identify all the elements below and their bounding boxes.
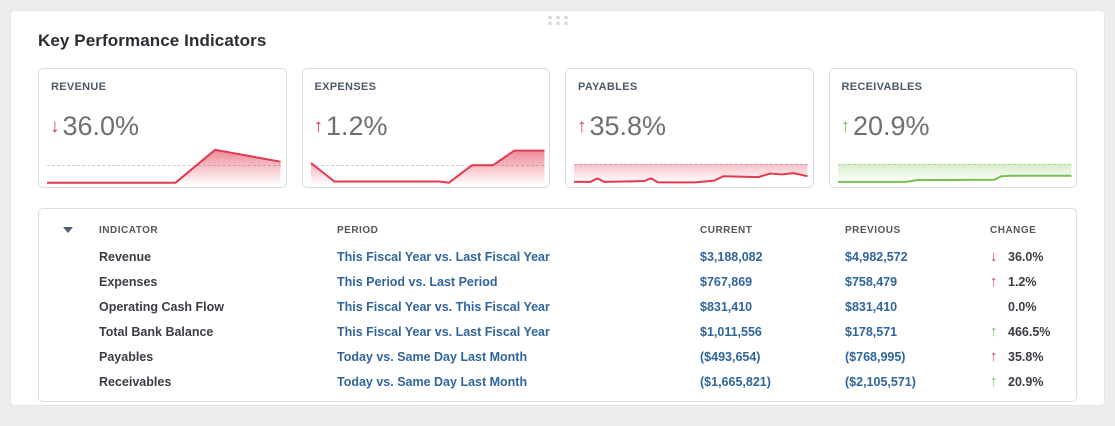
- kpi-percent: 36.0%: [62, 111, 140, 141]
- period-cell[interactable]: This Fiscal Year vs. This Fiscal Year: [337, 299, 550, 314]
- expenses-sparkline: [311, 141, 544, 185]
- column-header-period: PERIOD: [337, 224, 379, 236]
- kpi-percent: 1.2%: [326, 111, 388, 141]
- change-cell: ↑ 466.5%: [990, 324, 1076, 339]
- period-cell[interactable]: Today vs. Same Day Last Month: [337, 349, 528, 364]
- trend-up-icon: ↑: [577, 116, 587, 137]
- trend-up-icon: ↑: [990, 273, 998, 290]
- drag-handle-icon[interactable]: [548, 16, 567, 25]
- kpi-card-row: REVENUE ↓ 36.0% EXPENSES ↑ 1.2% PAYABLES…: [38, 68, 1077, 188]
- trend-down-icon: ↓: [50, 116, 60, 137]
- table-row-operating-cash-flow[interactable]: Operating Cash Flow This Fiscal Year vs.…: [39, 294, 1076, 319]
- kpi-percent: 20.9%: [853, 111, 930, 141]
- page-title: Key Performance Indicators: [38, 31, 267, 50]
- current-cell[interactable]: $831,410: [700, 299, 753, 314]
- kpi-widget: Key Performance Indicators REVENUE ↓ 36.…: [10, 10, 1105, 406]
- previous-cell[interactable]: $178,571: [845, 324, 898, 339]
- kpi-value: ↑ 1.2%: [314, 113, 388, 140]
- change-cell: ↑ 35.8%: [990, 349, 1076, 364]
- change-percent: 466.5%: [1008, 324, 1051, 339]
- table-row-payables[interactable]: Payables Today vs. Same Day Last Month (…: [39, 344, 1076, 369]
- revenue-sparkline: [47, 141, 281, 185]
- column-header-previous: PREVIOUS: [845, 224, 901, 236]
- current-cell[interactable]: ($493,654): [700, 349, 761, 364]
- kpi-card-payables[interactable]: PAYABLES ↑ 35.8%: [565, 68, 814, 188]
- kpi-label: PAYABLES: [578, 81, 638, 93]
- indicator-cell: Receivables: [99, 374, 172, 389]
- table-row-revenue[interactable]: Revenue This Fiscal Year vs. Last Fiscal…: [39, 244, 1076, 269]
- kpi-card-expenses[interactable]: EXPENSES ↑ 1.2%: [301, 68, 550, 188]
- change-percent: 1.2%: [1008, 274, 1037, 289]
- period-cell[interactable]: This Fiscal Year vs. Last Fiscal Year: [337, 324, 550, 339]
- change-percent: 36.0%: [1008, 249, 1044, 264]
- previous-cell[interactable]: $758,479: [845, 274, 898, 289]
- trend-up-icon: ↑: [990, 373, 998, 390]
- indicator-cell: Total Bank Balance: [99, 324, 214, 339]
- kpi-label: RECEIVABLES: [841, 81, 923, 93]
- trend-down-icon: ↓: [990, 248, 998, 265]
- change-cell: ↓ 36.0%: [990, 249, 1076, 264]
- previous-cell[interactable]: ($2,105,571): [845, 374, 916, 389]
- period-cell[interactable]: Today vs. Same Day Last Month: [337, 374, 528, 389]
- payables-sparkline: [574, 141, 808, 185]
- change-cell: ↑ 1.2%: [990, 274, 1076, 289]
- kpi-percent: 35.8%: [589, 111, 667, 141]
- collapse-caret-icon[interactable]: [39, 227, 99, 233]
- change-percent: 20.9%: [1008, 374, 1044, 389]
- change-cell: ↑ 20.9%: [990, 374, 1076, 389]
- table-row-expenses[interactable]: Expenses This Period vs. Last Period $76…: [39, 269, 1076, 294]
- kpi-table: INDICATOR PERIOD CURRENT PREVIOUS CHANGE…: [38, 208, 1077, 402]
- trend-up-icon: ↑: [840, 116, 851, 137]
- current-cell[interactable]: $767,869: [700, 274, 753, 289]
- change-percent: 0.0%: [1008, 299, 1037, 314]
- table-row-total-bank-balance[interactable]: Total Bank Balance This Fiscal Year vs. …: [39, 319, 1076, 344]
- current-cell[interactable]: ($1,665,821): [700, 374, 771, 389]
- trend-up-icon: ↑: [990, 348, 998, 365]
- current-cell[interactable]: $1,011,556: [700, 324, 762, 339]
- kpi-value: ↑ 35.8%: [577, 113, 666, 140]
- trend-up-icon: ↑: [313, 116, 324, 137]
- kpi-label: EXPENSES: [314, 81, 377, 93]
- column-header-indicator: INDICATOR: [99, 224, 159, 236]
- receivables-sparkline: [837, 141, 1071, 185]
- column-header-current: CURRENT: [700, 224, 753, 236]
- column-header-change: CHANGE: [990, 224, 1037, 236]
- change-cell: 0.0%: [990, 300, 1076, 314]
- kpi-card-revenue[interactable]: REVENUE ↓ 36.0%: [38, 68, 287, 188]
- kpi-label: REVENUE: [51, 81, 107, 93]
- table-row-receivables[interactable]: Receivables Today vs. Same Day Last Mont…: [39, 369, 1076, 394]
- kpi-card-receivables[interactable]: RECEIVABLES ↑ 20.9%: [828, 68, 1077, 188]
- kpi-value: ↑ 20.9%: [841, 113, 930, 140]
- indicator-cell: Operating Cash Flow: [99, 299, 225, 314]
- previous-cell[interactable]: $831,410: [845, 299, 898, 314]
- trend-up-icon: ↑: [990, 323, 998, 340]
- change-percent: 35.8%: [1008, 349, 1044, 364]
- indicator-cell: Payables: [99, 349, 154, 364]
- previous-cell[interactable]: ($768,995): [845, 349, 906, 364]
- table-header-row: INDICATOR PERIOD CURRENT PREVIOUS CHANGE: [39, 216, 1076, 244]
- indicator-cell: Expenses: [99, 274, 158, 289]
- indicator-cell: Revenue: [99, 249, 152, 264]
- period-cell[interactable]: This Fiscal Year vs. Last Fiscal Year: [337, 249, 550, 264]
- kpi-value: ↓ 36.0%: [50, 113, 139, 140]
- period-cell[interactable]: This Period vs. Last Period: [337, 274, 498, 289]
- previous-cell[interactable]: $4,982,572: [845, 249, 908, 264]
- current-cell[interactable]: $3,188,082: [700, 249, 763, 264]
